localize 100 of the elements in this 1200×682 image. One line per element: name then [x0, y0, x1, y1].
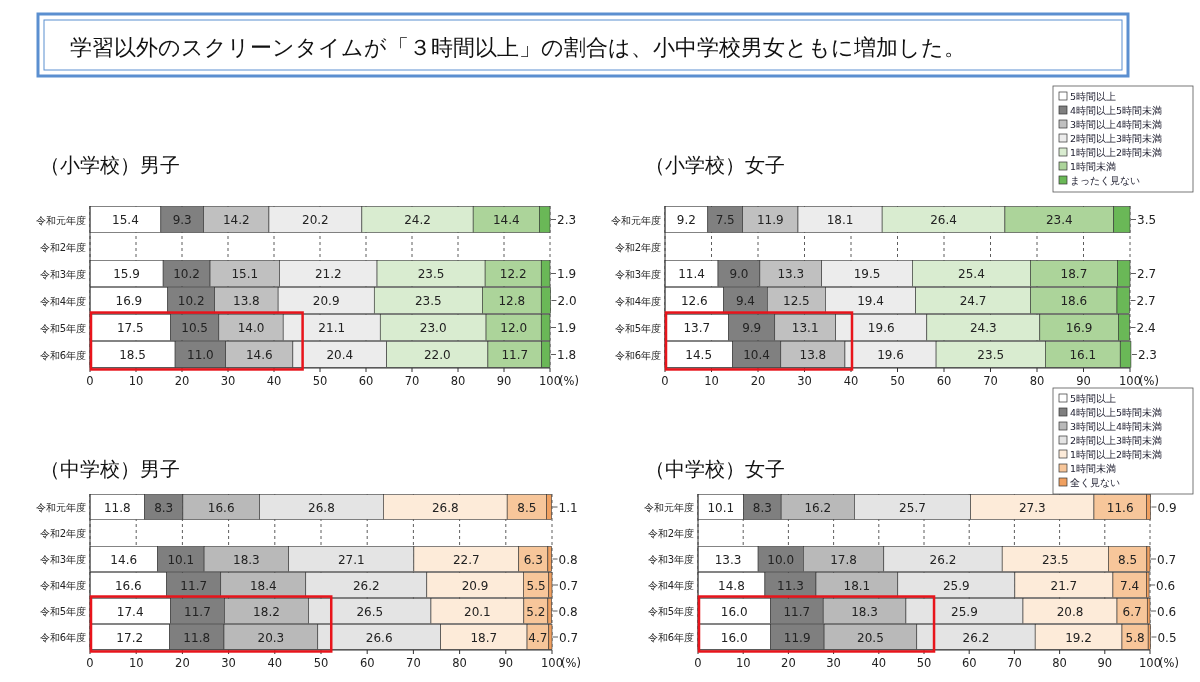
x-tick-label: 60: [358, 374, 374, 388]
data-label: 26.8: [308, 500, 335, 515]
x-axis-title: (%): [559, 374, 579, 388]
data-label: 0.6: [1156, 578, 1176, 593]
x-tick-label: 20: [781, 656, 796, 670]
x-tick-label: 100: [1119, 374, 1141, 388]
x-tick-label: 90: [1097, 656, 1113, 670]
data-label: 15.4: [112, 213, 139, 227]
x-tick-label: 20: [174, 374, 190, 388]
data-label: 16.2: [804, 500, 832, 515]
data-label: 12.2: [499, 267, 527, 281]
x-tick-label: 50: [313, 656, 329, 670]
data-label: 24.7: [959, 294, 987, 308]
data-label: 24.3: [969, 321, 997, 335]
data-label: 9.9: [742, 321, 762, 335]
data-label: 13.3: [777, 267, 805, 281]
data-label: 17.4: [116, 604, 144, 619]
data-label: 11.9: [783, 630, 811, 645]
data-label: 1.1: [558, 500, 578, 515]
data-label: 10.5: [181, 321, 209, 335]
data-label: 23.4: [1045, 213, 1073, 227]
data-label: 18.1: [826, 213, 854, 227]
x-tick-label: 40: [843, 374, 859, 388]
data-label: 14.8: [718, 578, 745, 593]
data-label: 1.9: [557, 321, 577, 335]
data-label: 14.0: [237, 321, 265, 335]
x-tick-label: 10: [735, 656, 751, 670]
data-label: 27.3: [1018, 500, 1046, 515]
data-label: 11.8: [183, 630, 211, 645]
data-label: 0.7: [559, 630, 579, 645]
legend-label: 5時間以上: [1070, 91, 1117, 102]
data-label: 16.1: [1069, 348, 1097, 362]
data-label: 0.8: [558, 604, 578, 619]
data-label: 13.7: [683, 321, 711, 335]
data-label: 10.4: [743, 348, 770, 362]
data-label: 10.0: [767, 552, 795, 567]
data-label: 11.7: [184, 604, 211, 619]
y-tick-label: 令和6年度: [614, 349, 661, 361]
legend-label: 1時間以上2時間未満: [1070, 449, 1163, 460]
chart-title: （小学校）女子: [645, 153, 785, 177]
data-label: 16.6: [114, 578, 142, 593]
data-label: 2.4: [1136, 321, 1156, 335]
text: 学習以外のスクリーンタイムが「３時間以上」の割合は、小中学校男女ともに増加した。: [70, 35, 966, 60]
x-tick-label: 80: [1029, 374, 1045, 388]
data-label: 2.0: [557, 294, 577, 308]
data-label: 23.5: [977, 348, 1005, 362]
legend-label: 3時間以上4時間未満: [1070, 421, 1163, 432]
data-label: 24.2: [404, 213, 431, 227]
data-label: 18.4: [249, 578, 277, 593]
data-label: 14.2: [222, 213, 250, 227]
data-label: 25.4: [958, 267, 985, 281]
data-label: 22.7: [452, 552, 480, 567]
legend-label: 全く見ない: [1070, 477, 1120, 488]
data-label: 19.2: [1065, 630, 1092, 645]
x-tick-label: 70: [1007, 656, 1022, 670]
x-tick-label: 50: [890, 374, 905, 388]
data-label: 26.2: [352, 578, 380, 593]
y-tick-label: 令和5年度: [39, 322, 86, 334]
x-tick-label: 100: [1139, 656, 1161, 670]
y-tick-label: 令和3年度: [647, 554, 694, 565]
x-tick-label: 40: [266, 374, 282, 388]
x-tick-label: 10: [128, 656, 144, 670]
x-tick-label: 90: [498, 656, 514, 670]
data-label: 25.9: [942, 578, 970, 593]
data-label: 3.5: [1137, 213, 1157, 227]
data-label: 21.1: [318, 321, 346, 335]
x-tick-label: 0: [86, 374, 94, 388]
data-label: 0.9: [1157, 500, 1177, 515]
data-label: 12.5: [783, 294, 810, 308]
data-label: 26.6: [365, 630, 393, 645]
data-label: 10.1: [167, 552, 195, 567]
data-label: 18.3: [851, 604, 878, 619]
y-tick-label: 令和元年度: [36, 214, 86, 226]
data-label: 16.0: [720, 604, 748, 619]
data-label: 26.4: [930, 213, 957, 227]
data-label: 13.1: [791, 321, 819, 335]
x-tick-label: 0: [86, 656, 94, 670]
y-tick-label: 令和3年度: [614, 268, 661, 280]
y-tick-label: 令和2年度: [39, 241, 86, 253]
data-label: 15.1: [231, 267, 259, 281]
data-label: 0.7: [1157, 552, 1177, 567]
y-tick-label: 令和2年度: [647, 528, 694, 539]
data-label: 8.5: [1118, 552, 1138, 567]
data-label: 11.7: [180, 578, 208, 593]
data-label: 22.0: [423, 348, 451, 362]
x-tick-label: 30: [797, 374, 812, 388]
data-label: 12.8: [498, 294, 526, 308]
data-label: 13.8: [233, 294, 260, 308]
x-tick-label: 80: [452, 656, 467, 670]
data-label: 12.6: [680, 294, 708, 308]
data-label: 11.7: [783, 604, 811, 619]
data-label: 8.5: [517, 500, 537, 515]
data-label: 10.2: [173, 267, 200, 281]
data-label: 16.0: [720, 630, 748, 645]
legend-label: 2時間以上3時間未満: [1070, 133, 1163, 144]
y-tick-label: 令和3年度: [39, 554, 86, 565]
data-label: 13.8: [799, 348, 827, 362]
data-label: 26.2: [962, 630, 990, 645]
data-label: 23.5: [414, 294, 442, 308]
x-axis-title: (%): [561, 656, 581, 670]
